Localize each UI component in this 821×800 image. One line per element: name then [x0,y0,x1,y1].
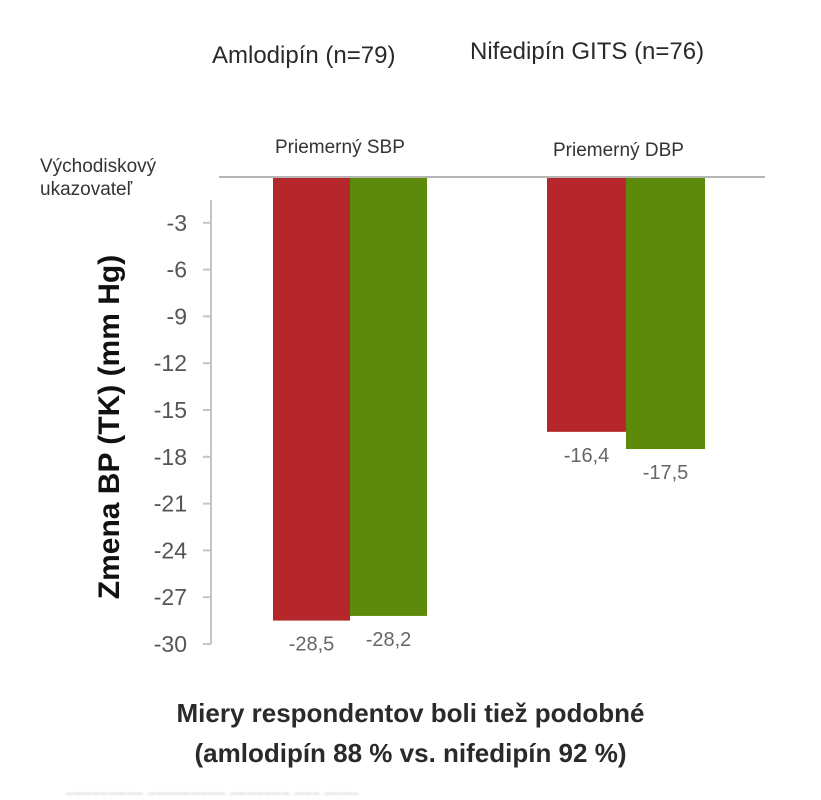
data-label: -17,5 [643,462,689,484]
footnote: Miery respondentov boli tiež podobné (am… [0,693,821,773]
faint-watermark: ▁▁▁▁▁▁▁▁▁ ▁▁▁▁▁▁▁▁▁ ▁▁▁▁▁▁▁ ▁▁▁ ▁▁▁▁ [66,784,360,795]
y-tick-label: -3 [167,210,187,236]
legend-nifedipin: Nifedipín GITS (n=76) [470,38,705,65]
baseline-label-line1: Východiskový [40,156,157,177]
baseline-label-line2: ukazovateľ [40,179,133,200]
data-label: -28,2 [366,629,412,651]
footnote-line1: Miery respondentov boli tiež podobné [176,698,645,728]
category-label-sbp: Priemerný SBP [275,137,405,158]
y-tick-label: -21 [154,491,187,517]
data-label: -28,5 [289,634,335,656]
data-label: -16,4 [564,445,610,467]
y-axis: -3 -6 -9 -12 -15 -18 -21 -24 -27 -30 [154,176,765,657]
bar-nifedipin-dbp [626,178,705,449]
bars [273,178,705,621]
y-tick-label: -24 [154,537,187,563]
category-label-dbp: Priemerný DBP [553,140,684,161]
y-tick-label: -9 [167,303,187,329]
bar-amlodipin-dbp [547,178,626,432]
y-tick-label: -15 [154,397,187,423]
y-tick-label: -18 [154,444,187,470]
baseline-label: Východiskový ukazovateľ [40,155,156,201]
y-tick-label: -27 [154,584,187,610]
legend-amlodipin: Amlodipín (n=79) [212,42,396,69]
y-tick-label: -6 [167,257,187,283]
bar-nifedipin-sbp [350,178,427,616]
bar-amlodipin-sbp [273,178,350,621]
data-labels: -28,5 -16,4 -28,2 -17,5 [289,445,689,656]
y-tick-label: -12 [154,350,187,376]
y-tick-label: -30 [154,631,187,657]
footnote-line2: (amlodipín 88 % vs. nifedipín 92 %) [194,738,627,768]
